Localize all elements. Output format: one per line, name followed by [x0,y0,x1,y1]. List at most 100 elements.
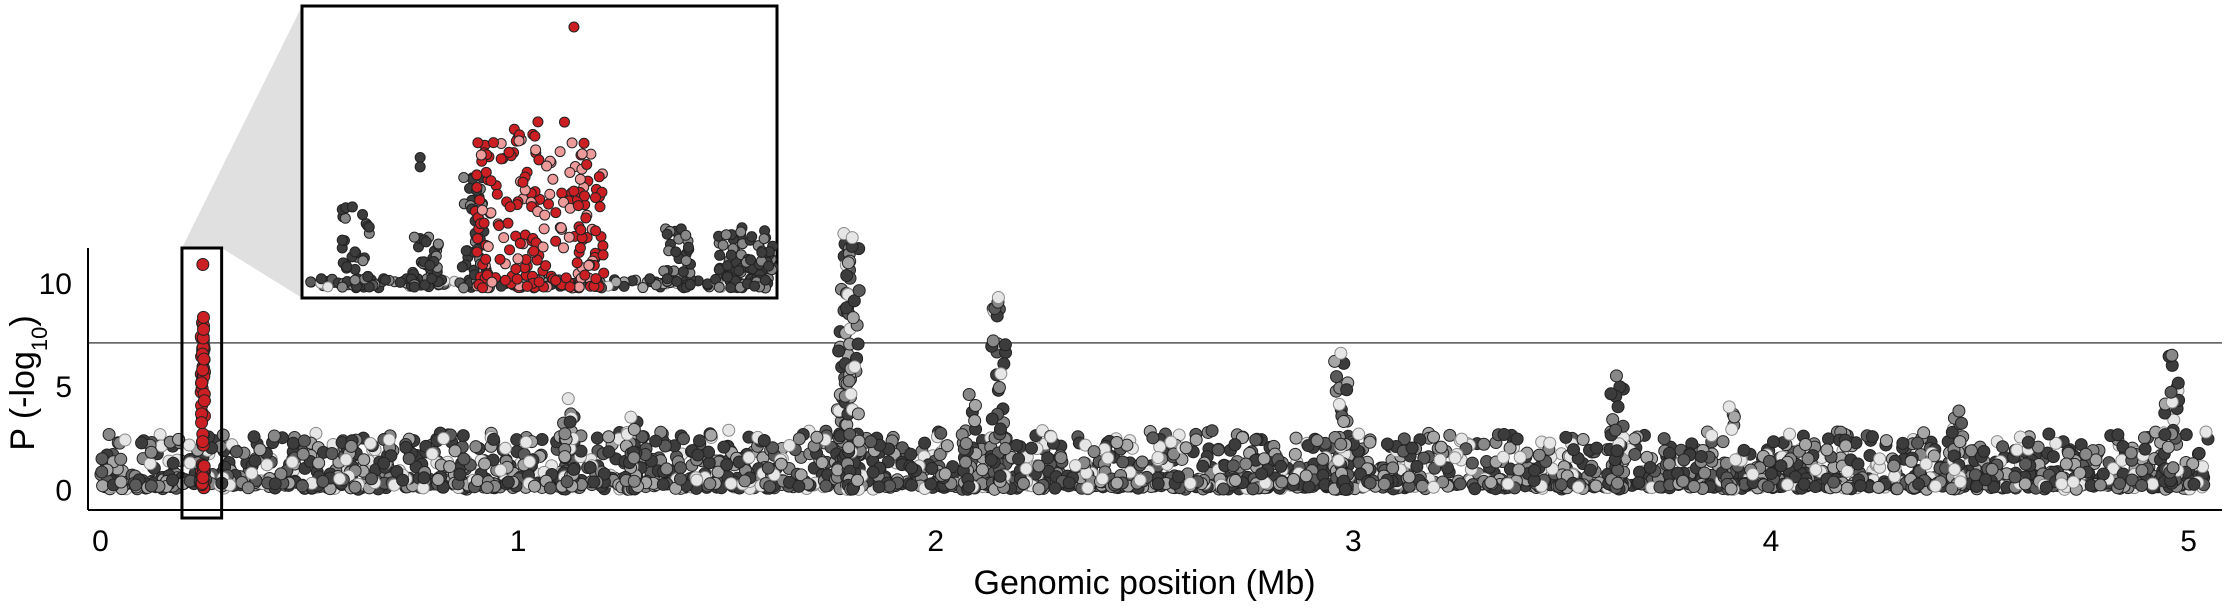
data-point [1255,467,1269,481]
peak-point [845,231,859,245]
data-point [1919,457,1933,471]
inset-point [432,238,444,250]
data-point [602,445,616,459]
data-point [1332,397,1346,411]
data-point [1559,430,1573,444]
data-point [1078,438,1092,452]
inset-highlight-point [560,272,572,284]
inset-highlight-point [486,276,498,288]
data-point [1725,422,1739,436]
data-point [1032,482,1046,496]
inset-highlight-point [575,224,587,236]
data-point [453,467,467,481]
y-tick-label: 5 [55,371,72,404]
data-point [247,430,261,444]
inset-point [424,259,436,271]
data-point [166,456,180,470]
inset-highlight-point [482,241,494,253]
inset-point [322,281,334,293]
data-point [720,458,734,472]
inset-highlight-point [568,185,580,197]
data-point [245,466,259,480]
data-point [2049,436,2063,450]
inset-highlight-point [474,194,486,206]
inset-point [670,246,682,258]
data-point [1977,444,1991,458]
data-point [1698,466,1712,480]
data-point [1216,482,1230,496]
data-point [1417,451,1431,465]
data-point [437,432,451,446]
data-point [1405,441,1419,455]
data-point [1979,473,1993,487]
data-point [2059,457,2073,471]
data-point [1496,450,1510,464]
data-point [1764,467,1778,481]
data-point [1433,453,1447,467]
data-point [2186,457,2200,471]
data-point [2164,385,2178,399]
data-point [1289,431,1303,445]
peak-point [561,392,575,406]
data-point [1609,423,1623,437]
data-point [183,456,197,470]
inset-connector [181,6,302,298]
data-point [1840,464,1854,478]
data-point [934,426,948,440]
data-point [1164,435,1178,449]
data-point [984,453,998,467]
data-point [1377,477,1391,491]
data-point [1019,462,1033,476]
inset-zoom-panel [300,4,779,300]
inset-highlight-point [539,209,551,221]
data-point [1610,444,1624,458]
data-point [2066,475,2080,489]
inset-point [414,161,426,173]
data-point [1590,441,1604,455]
inset-highlight-point [498,232,510,244]
inset-point [682,241,694,253]
data-point [1484,476,1498,490]
data-point [1062,476,1076,490]
inset-highlight-point [594,201,606,213]
data-point [563,415,577,429]
inset-point [684,278,696,290]
highlight-region-box [180,246,224,520]
data-point [478,457,492,471]
x-tick-label: 0 [92,525,109,558]
inset-point [680,255,692,267]
data-point [815,456,829,470]
data-point [703,477,717,491]
data-point [1788,470,1802,484]
inset-point [357,209,369,221]
data-point [1183,476,1197,490]
inset-point [336,234,348,246]
data-point [844,387,858,401]
x-tick-label: 4 [1763,525,1780,558]
inset-highlight-point [487,137,499,149]
data-point [587,475,601,489]
data-point [1851,457,1865,471]
data-point [560,475,574,489]
inset-highlight-point [576,148,588,160]
data-point [95,465,109,479]
data-point [1727,410,1741,424]
data-point [1302,480,1316,494]
data-point [1189,433,1203,447]
inset-highlight-point [563,231,575,243]
data-point [792,479,806,493]
data-point [959,455,973,469]
data-point [1801,452,1815,466]
inset-highlight-point [491,188,503,200]
data-point [846,311,860,325]
data-point [1101,451,1115,465]
inset-point [349,274,361,286]
data-point [333,472,347,486]
inset-highlight-point [541,160,553,172]
data-point [1041,451,1055,465]
data-point [1257,452,1271,466]
data-point [1228,473,1242,487]
inset-point [341,261,353,273]
data-point [325,447,339,461]
